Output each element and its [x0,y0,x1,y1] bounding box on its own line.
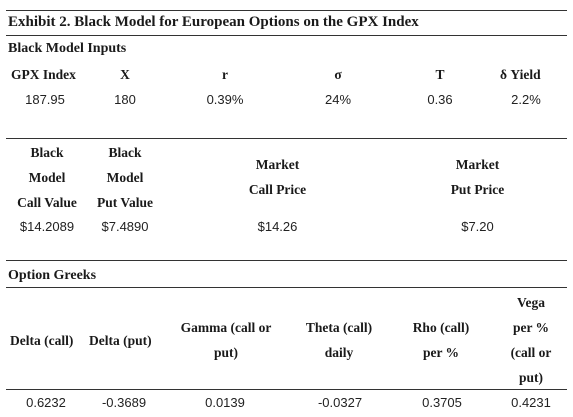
greeks-section-title: Option Greeks [8,268,97,283]
greek-value-delta-call: 0.6232 [26,395,66,410]
put-value-header-line1: Black [108,145,142,160]
greek-value-delta-put: -0.3689 [101,395,147,410]
put-value-header-line3: Put Value [97,195,153,210]
greek-header-rho-line1: Rho (call) [412,320,470,335]
greeks-title-rule [6,287,567,288]
market-put-header-line2: Put Price [450,182,505,197]
greek-value-gamma: 0.0139 [205,395,245,410]
greek-header-rho-line2: per % [422,345,460,360]
market-call-header-line2: Call Price [248,182,307,197]
greek-value-rho: 0.3705 [422,395,462,410]
input-value-r: 0.39% [206,92,244,107]
input-value-t: 0.36 [427,92,453,107]
greek-header-vega-line1: Vega [516,295,545,310]
greeks-header-rule [6,389,567,390]
inputs-section-title: Black Model Inputs [8,41,127,56]
put-value-header-line2: Model [106,170,144,185]
input-header-x: X [120,67,130,82]
input-value-x: 180 [114,92,136,107]
market-call-header-line1: Market [255,157,300,172]
greek-header-vega-line2: per % [512,320,550,335]
input-header-r: r [222,67,228,82]
greek-header-delta-call: Delta (call) [10,333,74,348]
market-put-header-line1: Market [455,157,500,172]
black-put-value: $7.4890 [101,219,149,234]
call-value-header-line2: Model [28,170,66,185]
greek-header-theta-line1: Theta (call) [305,320,373,335]
greek-header-delta-put: Delta (put) [89,333,152,348]
market-put-price: $7.20 [461,219,494,234]
greek-header-gamma-line1: Gamma (call or [180,320,272,335]
input-header-t: T [435,67,445,82]
input-header-gpx: GPX Index [11,67,76,82]
greek-value-vega: 0.4231 [511,395,551,410]
call-value-header-line1: Black [30,145,64,160]
input-header-sigma: σ [334,67,342,82]
greek-header-vega-line4: put) [518,370,543,385]
input-value-gpx: 187.95 [25,92,65,107]
top-rule [6,10,567,11]
inputs-rule [6,138,567,139]
market-call-price: $14.26 [257,219,298,234]
exhibit-title: Exhibit 2. Black Model for European Opti… [8,14,419,30]
input-value-sigma: 24% [324,92,352,107]
input-header-yield: δ Yield [500,67,541,82]
greek-value-theta: -0.0327 [317,395,363,410]
outputs-rule [6,260,567,261]
call-value-header-line3: Call Value [17,195,77,210]
greek-header-theta-line2: daily [324,345,354,360]
input-value-yield: 2.2% [511,92,541,107]
greek-header-vega-line3: (call or [510,345,552,360]
black-call-value: $14.2089 [19,219,75,234]
greek-header-gamma-line2: put) [213,345,238,360]
title-rule [6,35,567,36]
